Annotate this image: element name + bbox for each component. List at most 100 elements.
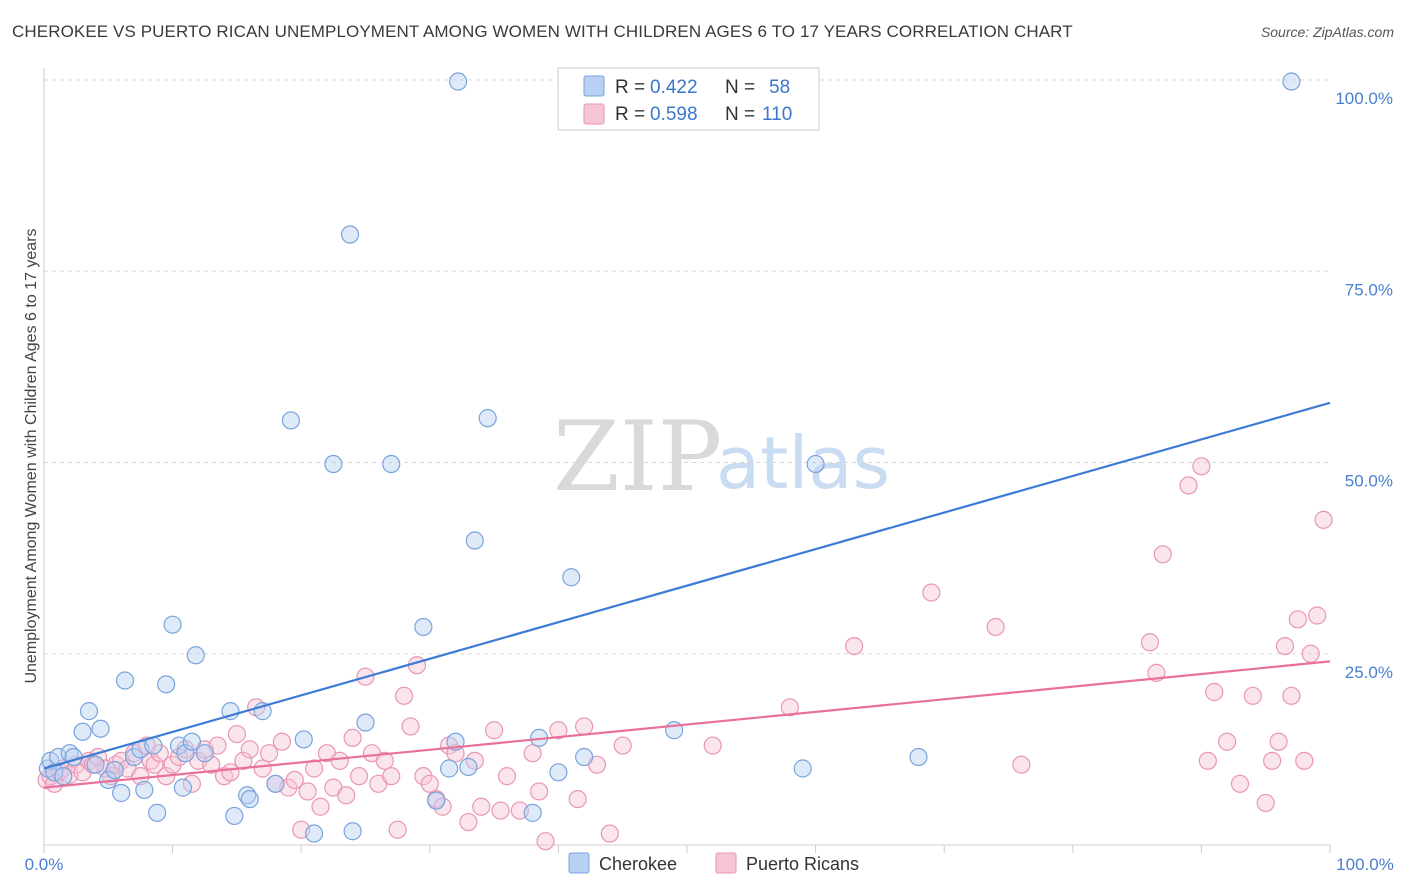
data-point-cherokee xyxy=(64,747,83,767)
data-point-cherokee xyxy=(414,617,433,637)
data-point-cherokee xyxy=(304,824,324,843)
data-point-cherokee xyxy=(176,744,195,763)
data-point-puerto-ricans xyxy=(401,717,420,736)
data-point-cherokee xyxy=(562,568,581,587)
data-point-cherokee xyxy=(157,675,176,694)
data-point-puerto-ricans xyxy=(1205,682,1224,702)
data-point-puerto-ricans xyxy=(1218,732,1237,751)
data-point-cherokee xyxy=(340,225,360,244)
data-point-cherokee xyxy=(148,803,167,822)
data-point-cherokee xyxy=(240,789,259,809)
data-point-cherokee xyxy=(523,803,542,822)
source-label: Source: ZipAtlas.com xyxy=(1260,24,1394,40)
data-point-puerto-ricans xyxy=(845,636,864,656)
data-point-cherokee xyxy=(115,671,135,690)
trend-line-cherokee xyxy=(43,401,1331,770)
data-point-puerto-ricans xyxy=(459,812,478,832)
watermark-zip: ZIP xyxy=(553,401,722,513)
bottom-legend-swatch-cherokee xyxy=(568,852,590,874)
data-point-puerto-ricans xyxy=(1243,686,1262,705)
data-point-puerto-ricans xyxy=(922,583,941,602)
data-point-cherokee xyxy=(465,531,484,550)
data-point-puerto-ricans xyxy=(202,755,221,774)
data-point-puerto-ricans xyxy=(549,721,568,740)
legend-n-value-cherokee: 58 xyxy=(769,77,790,98)
data-point-cherokee xyxy=(575,747,594,767)
data-point-puerto-ricans xyxy=(1301,644,1320,663)
data-point-puerto-ricans xyxy=(530,782,549,801)
data-point-puerto-ricans xyxy=(780,698,799,717)
data-point-puerto-ricans xyxy=(343,728,362,748)
data-point-cherokee xyxy=(356,713,375,732)
legend-n-label-puerto-ricans: N = xyxy=(725,104,755,125)
data-point-puerto-ricans xyxy=(1153,545,1172,564)
data-point-puerto-ricans xyxy=(1198,751,1217,770)
data-point-puerto-ricans xyxy=(1230,774,1250,793)
data-point-puerto-ricans xyxy=(1263,751,1282,770)
data-point-cherokee xyxy=(182,732,201,751)
data-point-puerto-ricans xyxy=(272,732,292,751)
data-point-cherokee xyxy=(45,763,64,782)
data-point-puerto-ricans xyxy=(491,801,510,820)
data-point-puerto-ricans xyxy=(497,767,517,786)
data-point-puerto-ricans xyxy=(253,759,272,778)
data-point-cherokee xyxy=(343,822,362,841)
data-point-cherokee xyxy=(186,646,205,665)
data-point-cherokee xyxy=(793,759,812,778)
chart-title: CHEROKEE VS PUERTO RICAN UNEMPLOYMENT AM… xyxy=(12,22,1073,41)
data-point-puerto-ricans xyxy=(298,782,317,801)
y-tick-label: 25.0% xyxy=(1345,663,1393,682)
data-point-puerto-ricans xyxy=(1275,636,1295,656)
data-point-puerto-ricans xyxy=(472,797,491,816)
data-point-cherokee xyxy=(73,722,92,741)
data-point-puerto-ricans xyxy=(1012,755,1031,774)
data-point-cherokee xyxy=(382,454,401,474)
bottom-legend-label-puerto-ricans: Puerto Ricans xyxy=(746,854,859,874)
data-point-puerto-ricans xyxy=(382,767,401,786)
legend-r-value-puerto-ricans: 0.598 xyxy=(650,104,698,125)
x-axis-ticks xyxy=(43,845,1331,853)
data-point-puerto-ricans xyxy=(536,832,555,851)
data-point-cherokee xyxy=(324,454,343,474)
data-point-puerto-ricans xyxy=(227,724,246,744)
legend-r-label-cherokee: R = xyxy=(615,77,645,98)
data-point-puerto-ricans xyxy=(1269,732,1288,751)
data-point-cherokee xyxy=(294,730,313,749)
x-tick-label-max: 100.0% xyxy=(1336,855,1394,874)
data-point-cherokee xyxy=(91,719,110,738)
y-tick-label: 50.0% xyxy=(1345,472,1393,491)
data-point-puerto-ricans xyxy=(330,751,349,770)
data-point-puerto-ricans xyxy=(986,617,1005,637)
data-point-puerto-ricans xyxy=(394,686,414,705)
data-point-cherokee xyxy=(806,454,825,474)
data-point-puerto-ricans xyxy=(1314,510,1333,529)
legend-swatch-puerto-ricans xyxy=(583,103,605,125)
series-legend: Cherokee Puerto Ricans xyxy=(568,852,859,874)
data-point-cherokee xyxy=(54,767,73,786)
y-axis-title: Unemployment Among Women with Children A… xyxy=(23,228,40,683)
legend-r-label-puerto-ricans: R = xyxy=(615,104,645,125)
data-point-puerto-ricans xyxy=(349,767,369,786)
data-point-puerto-ricans xyxy=(1295,751,1314,770)
data-point-puerto-ricans xyxy=(285,770,304,790)
data-point-puerto-ricans xyxy=(1256,793,1275,813)
data-point-puerto-ricans xyxy=(600,824,619,843)
data-point-puerto-ricans xyxy=(337,786,356,805)
bottom-legend-label-cherokee: Cherokee xyxy=(599,854,677,874)
data-point-cherokee xyxy=(163,615,182,634)
data-point-cherokee xyxy=(439,759,459,778)
data-point-puerto-ricans xyxy=(1308,606,1327,625)
data-point-cherokee xyxy=(1282,72,1301,91)
legend-swatch-cherokee xyxy=(583,75,605,97)
data-point-cherokee xyxy=(281,411,301,430)
data-point-cherokee xyxy=(225,806,244,826)
y-tick-label: 100.0% xyxy=(1335,89,1393,108)
data-point-puerto-ricans xyxy=(131,767,150,786)
data-point-puerto-ricans xyxy=(703,736,722,755)
data-point-cherokee xyxy=(195,744,214,763)
y-axis-tick-labels: 25.0% 50.0% 75.0% 100.0% xyxy=(1335,89,1393,682)
data-point-cherokee xyxy=(266,774,285,793)
data-point-puerto-ricans xyxy=(1192,457,1211,476)
data-point-cherokee xyxy=(478,409,497,428)
